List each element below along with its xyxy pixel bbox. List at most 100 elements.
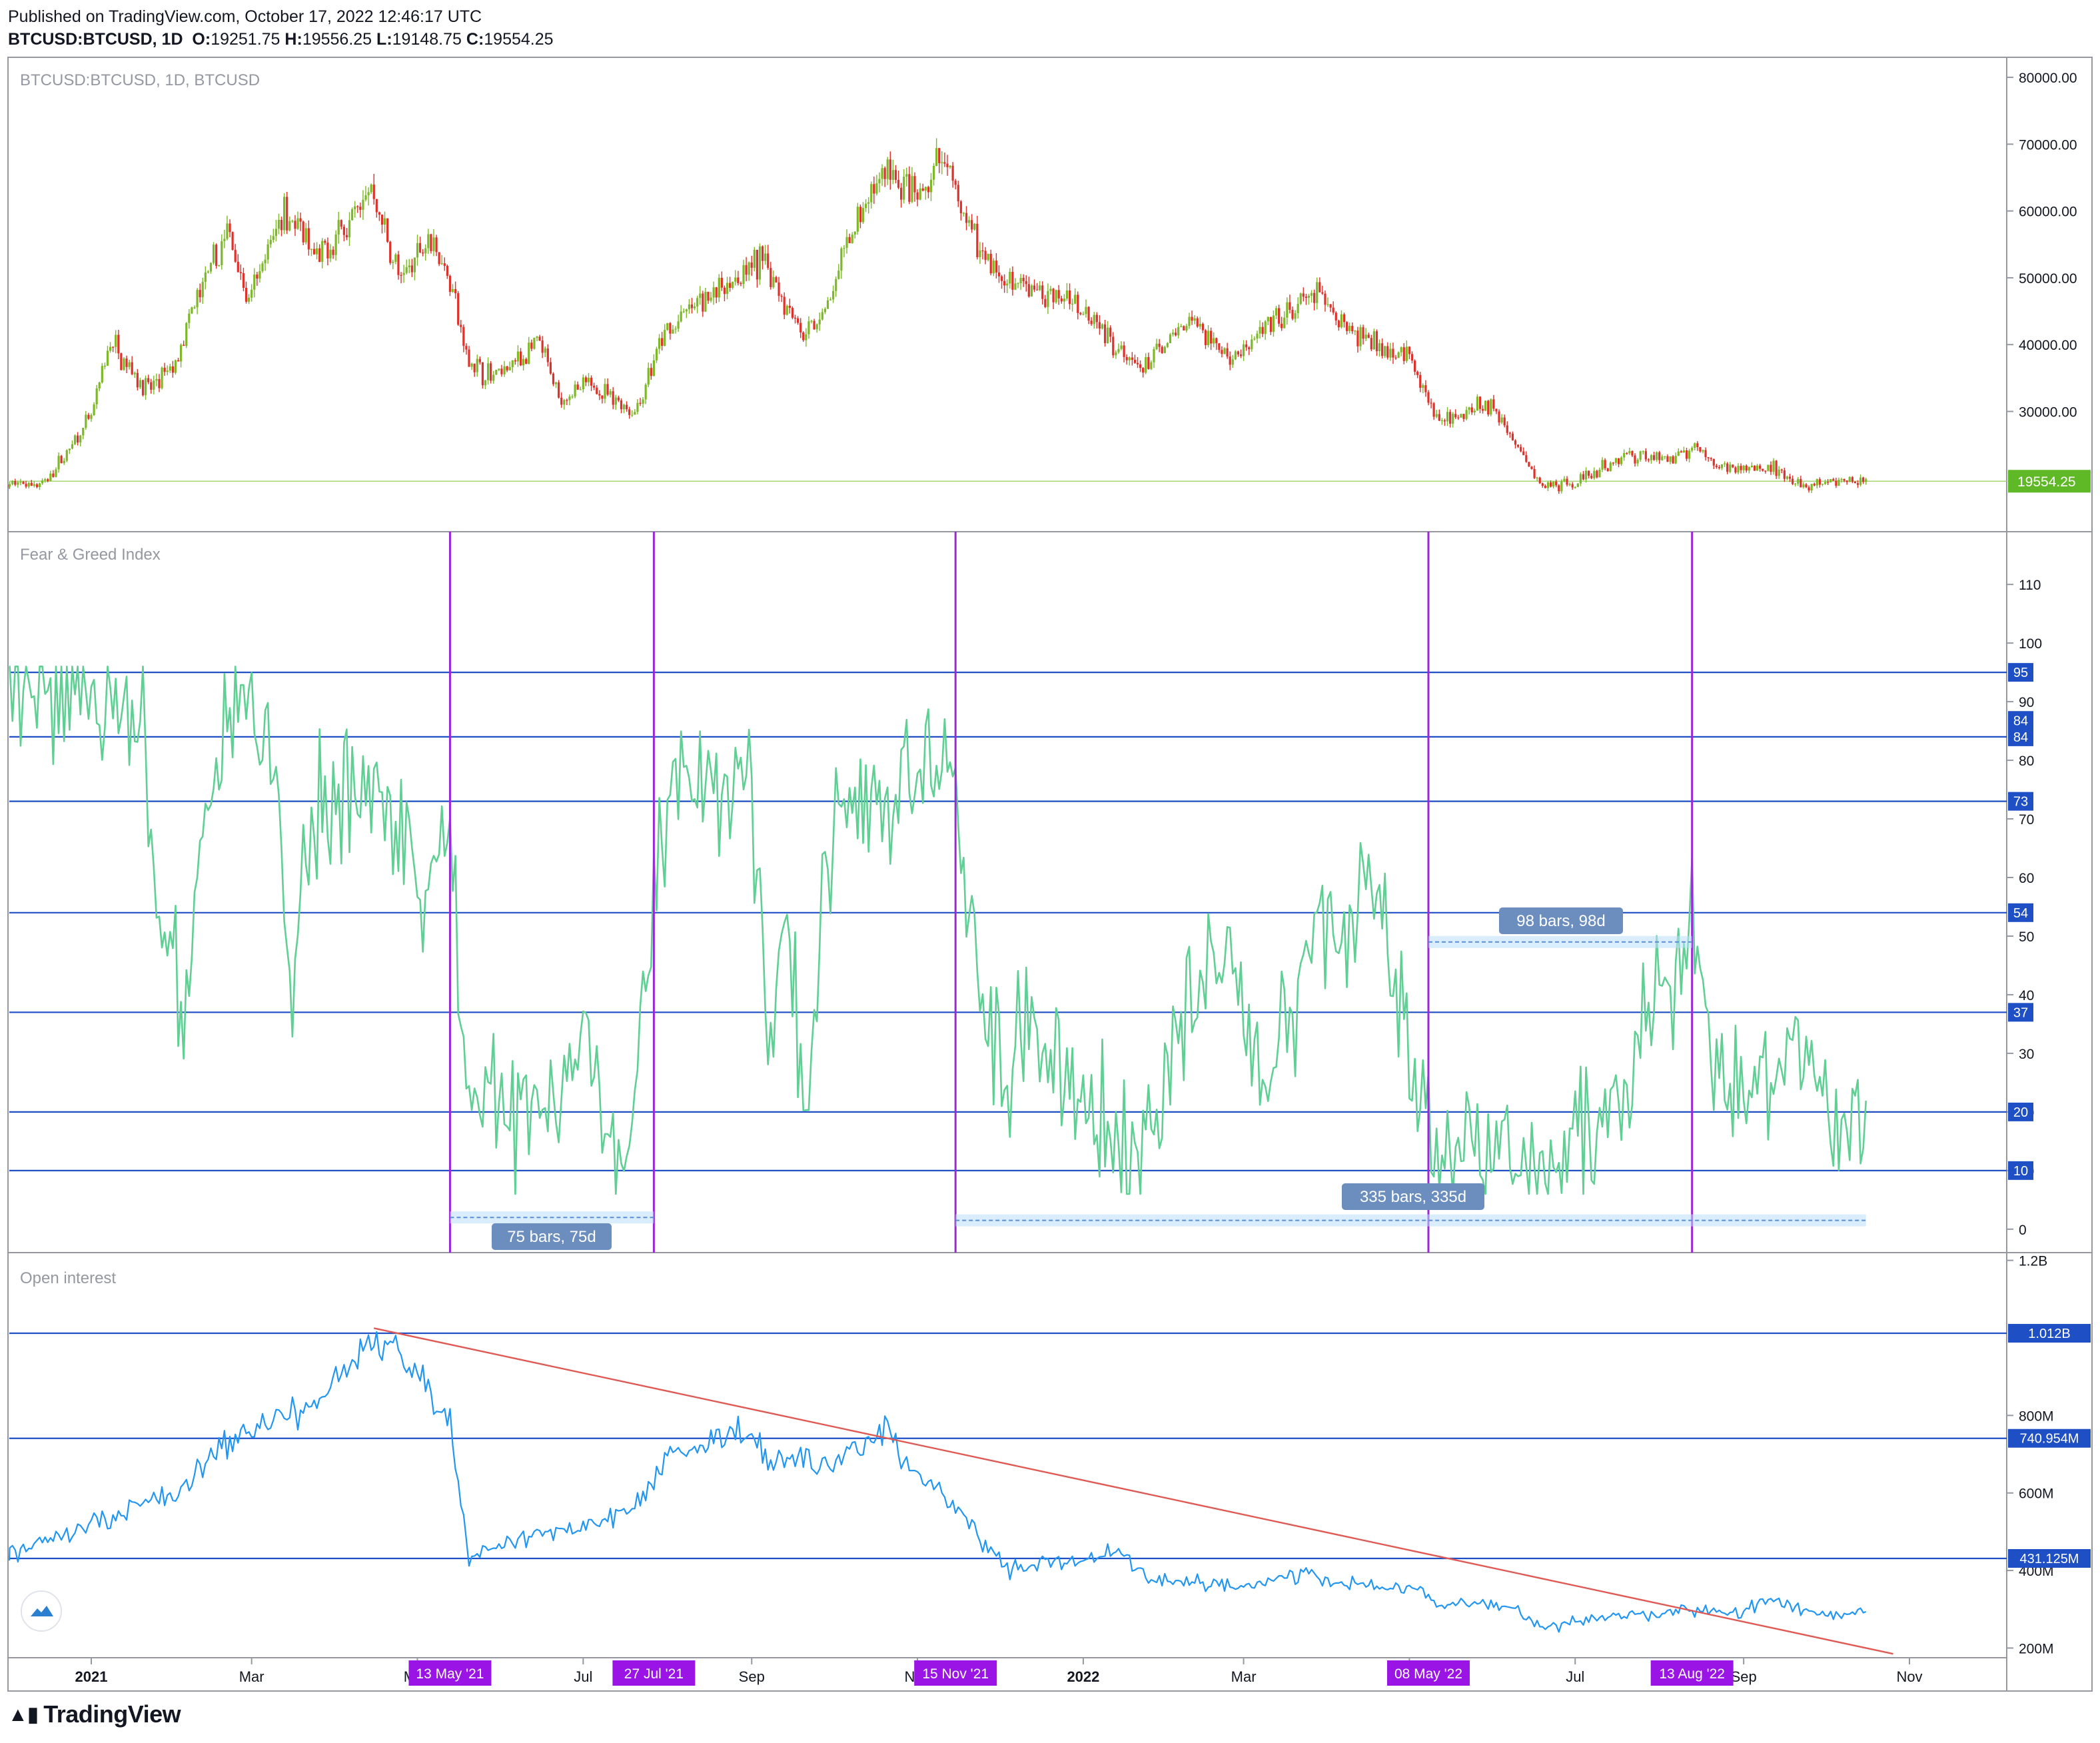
candle-body <box>294 221 296 229</box>
candle-body <box>1424 385 1427 392</box>
candle-body <box>560 397 563 405</box>
fear-greed-pane[interactable]: 0102030405060708090100110958484735437201… <box>9 532 2042 1253</box>
candle-body <box>929 179 933 193</box>
candle-body <box>1520 446 1522 452</box>
candle-body <box>486 363 490 380</box>
candle-body <box>65 450 68 461</box>
candle-body <box>921 188 924 191</box>
candle-body <box>141 380 145 396</box>
candle-body <box>900 187 903 200</box>
candle-body <box>470 363 473 367</box>
candle-body <box>677 321 680 329</box>
candle-body <box>1408 346 1411 354</box>
candle-body <box>1087 306 1090 321</box>
tradingview-cloud-icon[interactable] <box>21 1590 62 1632</box>
candle-body <box>652 360 655 376</box>
candle-body <box>516 351 520 362</box>
candle-body <box>478 358 481 362</box>
candle-body <box>1107 327 1109 343</box>
candle-body <box>1563 478 1566 482</box>
price-tick-label: 40000.00 <box>2019 338 2077 353</box>
candle-body <box>312 249 316 255</box>
candle-body <box>49 473 52 481</box>
candle-body <box>1372 331 1375 350</box>
candle-body <box>853 231 856 235</box>
fgi-level-tag <box>2008 663 2033 682</box>
candle-body <box>571 396 574 398</box>
candle-body <box>1329 304 1332 308</box>
candle-body <box>786 306 788 315</box>
candle-body <box>1506 425 1508 433</box>
candle-body <box>63 460 65 464</box>
candle-body <box>239 272 242 274</box>
candle-body <box>1125 356 1128 360</box>
oi-level-tag <box>2008 1324 2091 1343</box>
date-marker-label: 13 May '21 <box>416 1666 484 1682</box>
candle-body <box>1090 320 1093 324</box>
candle-body <box>903 177 905 200</box>
candle-body <box>1584 470 1588 480</box>
candle-body <box>1606 468 1609 472</box>
candle-body <box>729 283 732 288</box>
candle-body <box>370 184 372 193</box>
candle-body <box>1248 347 1251 350</box>
candle-body <box>1079 312 1082 314</box>
candle-body <box>658 338 661 349</box>
candle-body <box>418 243 422 253</box>
symbol-label[interactable]: BTCUSD:BTCUSD, 1D <box>8 30 183 49</box>
candle-body <box>171 366 174 373</box>
fgi-level-tag <box>2008 1102 2033 1121</box>
candle-body <box>818 319 821 324</box>
candle-body <box>756 249 759 280</box>
candle-body <box>935 148 938 166</box>
date-marker-label: 27 Jul '21 <box>624 1666 684 1682</box>
candle-body <box>1267 316 1269 322</box>
candle-body <box>1473 410 1476 412</box>
candle-body <box>1791 478 1794 484</box>
candle-body <box>614 397 617 405</box>
candle-body <box>221 241 223 266</box>
candle-body <box>1832 479 1835 481</box>
candle-body <box>1805 484 1808 488</box>
candle-body <box>400 275 402 276</box>
tradingview-footer[interactable]: ▲▮ TradingView <box>8 1700 181 1728</box>
candle-body <box>1123 345 1125 357</box>
candle-body <box>508 367 511 370</box>
candle-body <box>498 368 500 370</box>
price-tick-label: 70000.00 <box>2019 137 2077 153</box>
candle-body <box>1340 314 1343 328</box>
candle-body <box>965 213 968 223</box>
open-interest-pane[interactable]: 200M400M600M800M1.2B1.012B740.954M431.12… <box>8 1254 2091 1657</box>
published-line: Published on TradingView.com, October 17… <box>8 7 482 26</box>
oi-tick-label: 600M <box>2019 1486 2054 1502</box>
candle-body <box>1272 315 1275 332</box>
candle-body <box>799 322 802 333</box>
candle-body <box>158 378 161 388</box>
price-tick-label: 30000.00 <box>2019 404 2077 420</box>
candle-body <box>1830 479 1832 482</box>
candle-body <box>813 320 815 330</box>
candle-body <box>438 252 440 265</box>
time-axis[interactable]: 2021MarMayJulSepNov2022MarMayJulSepNov13… <box>75 1658 1923 1686</box>
candle-body <box>1552 481 1555 487</box>
candle-body <box>1142 368 1145 373</box>
candle-body <box>992 261 995 274</box>
candle-body <box>112 346 115 348</box>
candle-body <box>655 348 658 360</box>
candle-body <box>481 362 484 386</box>
price-pane[interactable]: 30000.00 40000.00 50000.00 60000.00 70000.00… <box>8 71 2091 494</box>
candle-body <box>810 320 813 322</box>
candle-body <box>1033 285 1036 290</box>
candle-body <box>204 272 207 283</box>
date-marker-tag <box>914 1660 997 1686</box>
candle-body <box>123 358 125 370</box>
range-highlight <box>1428 935 1692 948</box>
candle-body <box>609 391 612 395</box>
candle-body <box>264 259 266 264</box>
candle-body <box>913 176 916 193</box>
candle-body <box>734 277 737 282</box>
candle-body <box>696 298 699 306</box>
candle-body <box>1302 293 1305 297</box>
candle-body <box>758 246 762 280</box>
